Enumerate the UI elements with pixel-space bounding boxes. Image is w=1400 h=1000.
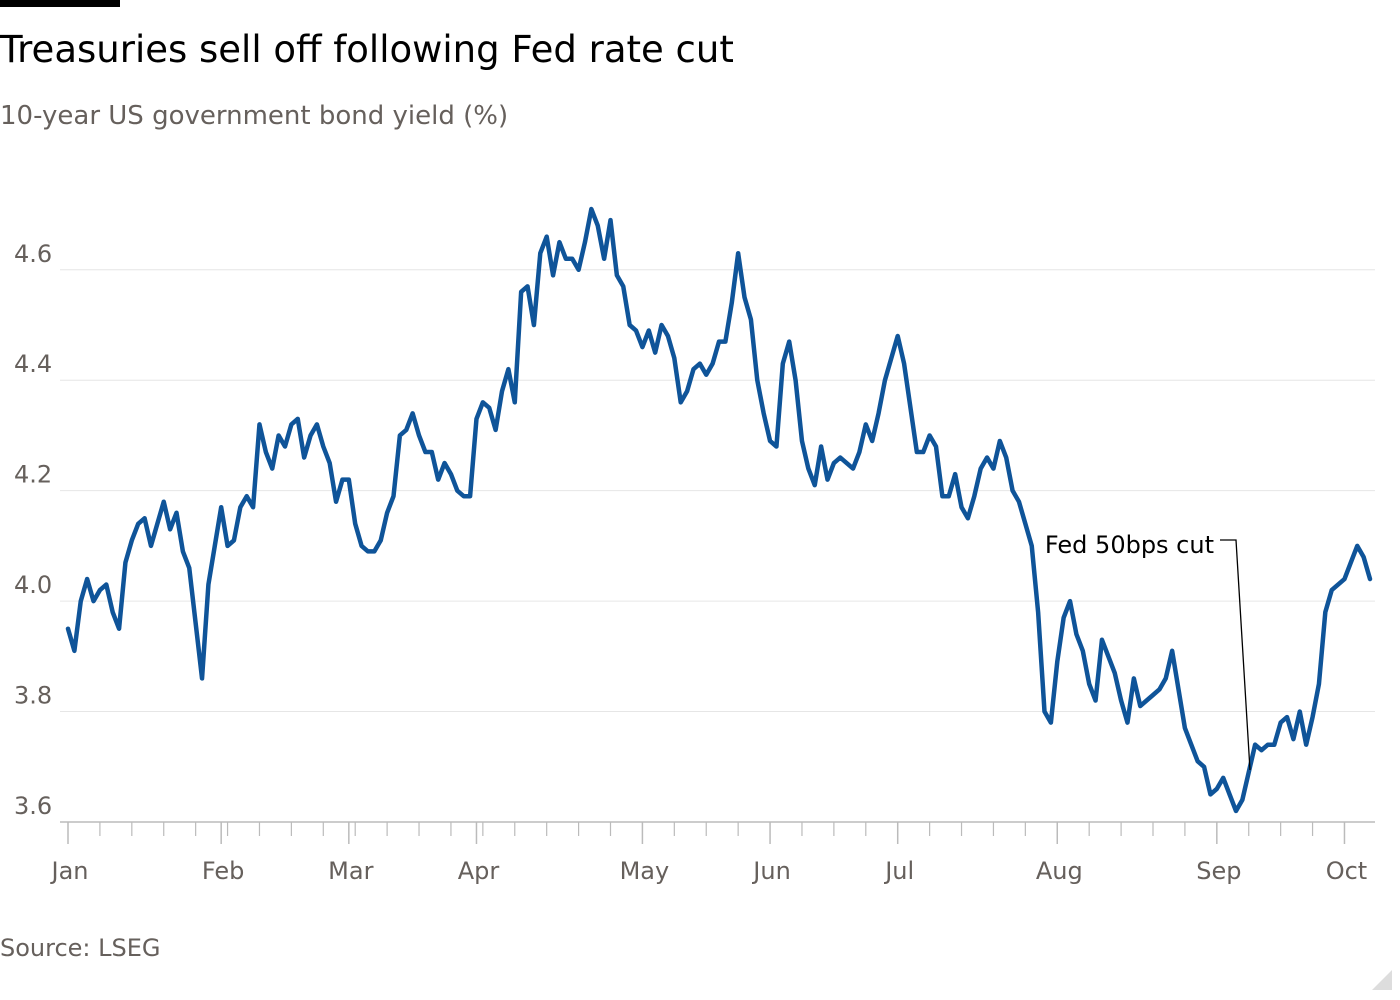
annotation: Fed 50bps cut [1045, 531, 1214, 559]
y-tick-label: 4.2 [14, 461, 52, 489]
x-tick-label: Aug [1036, 857, 1083, 885]
grid: 3.6 3.8 4.0 4.2 4.4 4.6 Jan Feb Mar Apr May Jun Jul A… [14, 240, 1375, 885]
chart-subtitle: 10-year US government bond yield (%) [0, 101, 508, 131]
y-tick-label: 4.0 [14, 571, 52, 599]
annotation-leader [1220, 539, 1251, 771]
x-tick-label: May [620, 857, 670, 885]
x-tick-label: Jul [883, 857, 914, 885]
plot [65, 206, 1373, 814]
chart-title: Treasuries sell off following Fed rate c… [0, 28, 734, 71]
y-tick-label: 4.6 [14, 240, 52, 268]
x-tick-label: Jun [751, 857, 791, 885]
line-series [65, 206, 1373, 814]
source: Source: LSEG [0, 934, 161, 962]
brand-bar [0, 0, 120, 7]
x-tick-label: Jan [50, 857, 89, 885]
x-tick-label: Oct [1326, 857, 1368, 885]
x-tick-label: Apr [458, 857, 500, 885]
y-tick-label: 3.8 [14, 682, 52, 710]
x-tick-label: Mar [328, 857, 373, 885]
y-tick-label: 4.4 [14, 350, 52, 378]
x-tick-label: Feb [202, 857, 245, 885]
y-tick-label: 3.6 [14, 792, 52, 820]
x-tick-label: Sep [1196, 857, 1241, 885]
corner [1372, 970, 1392, 990]
